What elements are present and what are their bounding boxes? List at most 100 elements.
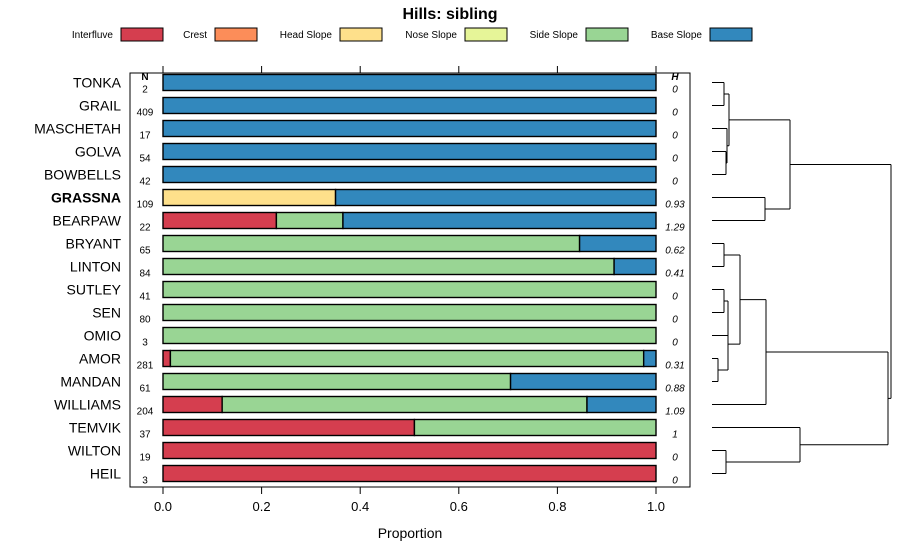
h-value: 1 — [672, 430, 678, 441]
bar-segment — [162, 188, 337, 207]
chart-title: Hills: sibling — [402, 6, 497, 23]
bar-row: SEN 80 0 — [92, 303, 678, 326]
n-value: 22 — [139, 223, 151, 234]
x-axis: 0.0 0.2 0.4 0.6 0.8 1.0 — [154, 487, 665, 514]
bar-segment — [578, 234, 657, 253]
h-value: 0 — [672, 338, 678, 349]
n-value: 65 — [139, 246, 151, 257]
bar-segment — [613, 257, 657, 276]
bar-segment — [162, 441, 657, 460]
legend-swatch — [339, 27, 383, 42]
bar-row: SUTLEY 41 0 — [67, 280, 678, 303]
h-value: 0.31 — [665, 361, 684, 372]
category-label: WILLIAMS — [54, 397, 121, 413]
n-value: 41 — [139, 292, 151, 303]
n-value: 37 — [139, 430, 151, 441]
bar-segment — [642, 349, 657, 368]
n-column-header: N — [141, 72, 148, 83]
category-label: MANDAN — [60, 374, 121, 390]
bar-segment — [162, 73, 657, 92]
bar-segment — [162, 326, 657, 345]
h-value: 0 — [672, 131, 678, 142]
category-label: BRYANT — [66, 236, 122, 252]
h-value: 0 — [672, 292, 678, 303]
bar-row: TEMVIK 37 1 — [69, 418, 678, 441]
category-label: GRAIL — [79, 98, 121, 114]
category-label: LINTON — [70, 259, 121, 275]
h-value: 0 — [672, 315, 678, 326]
dendrogram — [712, 82, 892, 474]
bar-segment — [162, 165, 657, 184]
bar-segment — [162, 142, 657, 161]
bar-row: GOLVA 54 0 — [75, 142, 678, 165]
n-value: 61 — [139, 384, 151, 395]
bar-segment — [162, 119, 657, 138]
bar-row: TONKA 2 0 — [73, 73, 678, 96]
bar-row: WILLIAMS 204 1.09 — [54, 395, 685, 418]
legend-label: Interfluve — [72, 30, 114, 41]
h-value: 0.41 — [665, 269, 684, 280]
x-tick-label: 0.8 — [548, 499, 566, 514]
category-label: BEARPAW — [53, 213, 122, 229]
category-label: MASCHETAH — [34, 121, 121, 137]
n-value: 2 — [142, 85, 148, 96]
bar-segment — [169, 349, 645, 368]
bar-row: HEIL 3 0 — [90, 464, 678, 487]
bar-segment — [162, 464, 657, 483]
h-value: 0 — [672, 85, 678, 96]
n-value: 204 — [137, 407, 154, 418]
x-tick-label: 0.0 — [154, 499, 172, 514]
legend-swatch — [214, 27, 258, 42]
x-axis-title: Proportion — [378, 525, 443, 541]
bar-segment — [162, 395, 223, 414]
category-label: AMOR — [79, 351, 121, 367]
legend-swatch — [120, 27, 164, 42]
legend-label: Head Slope — [280, 30, 333, 41]
category-label: WILTON — [68, 443, 121, 459]
bar-segment — [221, 395, 588, 414]
h-value: 0 — [672, 108, 678, 119]
h-value: 0 — [672, 177, 678, 188]
n-value: 54 — [139, 154, 151, 165]
h-value: 0 — [672, 476, 678, 487]
bar-row: LINTON 84 0.41 — [70, 257, 685, 280]
bar-row: OMIO 3 0 — [84, 326, 678, 349]
bar-row: GRASSNA 109 0.93 — [51, 188, 685, 211]
category-label: OMIO — [84, 328, 121, 344]
h-value: 1.09 — [665, 407, 685, 418]
category-label: GOLVA — [75, 144, 122, 160]
legend-swatch — [585, 27, 629, 42]
h-value: 0 — [672, 154, 678, 165]
n-value: 109 — [137, 200, 154, 211]
bar-row: MASCHETAH 17 0 — [34, 119, 678, 142]
bar-segment — [162, 280, 657, 299]
h-value: 1.29 — [665, 223, 685, 234]
legend-label: Base Slope — [651, 30, 703, 41]
n-value: 80 — [139, 315, 151, 326]
bar-row: BEARPAW 22 1.29 — [53, 211, 685, 234]
bar-segment — [586, 395, 657, 414]
category-label: TEMVIK — [69, 420, 122, 436]
top-axis-ticks — [162, 66, 657, 73]
n-value: 42 — [139, 177, 151, 188]
bar-row: BOWBELLS 42 0 — [44, 165, 678, 188]
n-value: 3 — [142, 338, 148, 349]
legend-label: Nose Slope — [405, 30, 457, 41]
bar-segment — [162, 96, 657, 115]
bar-segment — [162, 211, 278, 230]
legend-label: Crest — [183, 30, 207, 41]
legend-swatch — [464, 27, 508, 42]
bar-segment — [275, 211, 344, 230]
x-tick-label: 1.0 — [647, 499, 665, 514]
x-tick-label: 0.2 — [253, 499, 271, 514]
bar-row: WILTON 19 0 — [68, 441, 678, 464]
bar-row: GRAIL 409 0 — [79, 96, 678, 119]
n-value: 19 — [139, 453, 151, 464]
category-label: HEIL — [90, 466, 121, 482]
bar-segment — [162, 418, 416, 437]
n-value: 3 — [142, 476, 148, 487]
category-label: GRASSNA — [51, 190, 121, 206]
h-column-header: H — [671, 72, 679, 83]
